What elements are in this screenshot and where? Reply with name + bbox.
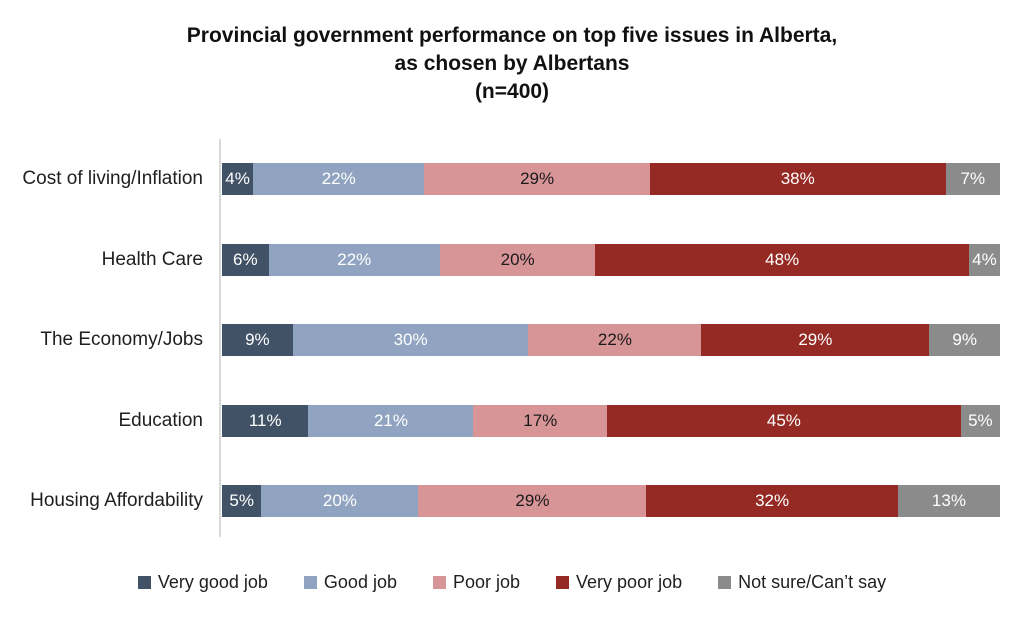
stacked-bar: 11% 21% 17% 45% 5% xyxy=(222,404,1000,437)
chart-title: Provincial government performance on top… xyxy=(0,22,1024,106)
legend: Very good job Good job Poor job Very poor j… xyxy=(0,572,1024,593)
segment-value-label: 29% xyxy=(798,330,833,349)
legend-swatch xyxy=(556,576,570,589)
category-label: Housing Affordability xyxy=(30,490,203,511)
category-label: Education xyxy=(118,409,203,431)
category-label: Cost of living/Inflation xyxy=(22,168,203,189)
category-label: The Economy/Jobs xyxy=(40,329,203,350)
segment-value-label: 21% xyxy=(373,410,408,430)
legend-label: Good job xyxy=(323,572,397,592)
bar-segment: 38% xyxy=(649,163,946,195)
bar-segment: 20% xyxy=(261,485,419,517)
bar-segment: 29% xyxy=(424,163,650,195)
bar-segment: 29% xyxy=(701,324,930,356)
bar-row: The Economy/Jobs 9% 30% 22% 29% 9% xyxy=(0,324,1024,356)
segment-value-label: 29% xyxy=(515,491,550,510)
bar-row: Education 11% 21% 17% 45% 5% xyxy=(0,404,1024,437)
segment-value-label: 20% xyxy=(500,249,535,269)
bar-segment: 20% xyxy=(439,243,596,276)
segment-value-label: 13% xyxy=(931,491,966,510)
plot-area: Cost of living/Inflation 4% 22% 29% 38% 7% Hea… xyxy=(0,163,1024,517)
bar-segment: 48% xyxy=(595,243,969,276)
segment-value-label: 32% xyxy=(755,491,790,510)
bar-segment: 22% xyxy=(268,243,440,276)
legend-swatch xyxy=(303,576,317,589)
segment-value-label: 9% xyxy=(245,330,270,349)
legend-swatch xyxy=(137,576,151,589)
legend-item: Not sure/Can’t say xyxy=(718,572,886,593)
legend-item: Very poor job xyxy=(556,572,682,593)
bar-segment: 21% xyxy=(308,404,474,437)
bar-segment: 22% xyxy=(253,163,425,195)
chart-title-line-1: Provincial government performance on top… xyxy=(186,24,838,47)
bar-row: Housing Affordability 5% 20% 29% 32% 13% xyxy=(0,485,1024,517)
segment-value-label: 22% xyxy=(321,169,356,188)
bar-segment: 5% xyxy=(222,485,262,517)
bar-segment: 22% xyxy=(528,324,702,356)
legend-label: Not sure/Can’t say xyxy=(738,572,887,592)
legend-label: Poor job xyxy=(452,572,521,592)
bar-segment: 11% xyxy=(222,404,309,437)
stacked-bar: 9% 30% 22% 29% 9% xyxy=(222,324,1001,356)
segment-value-label: 11% xyxy=(248,410,282,430)
category-label: Health Care xyxy=(101,248,203,270)
segment-value-label: 9% xyxy=(952,330,977,349)
bar-segment: 45% xyxy=(607,404,961,437)
segment-value-label: 45% xyxy=(766,410,801,430)
segment-value-label: 30% xyxy=(393,330,428,349)
bar-segment: 5% xyxy=(960,404,1000,437)
legend-swatch xyxy=(432,576,446,589)
segment-value-label: 17% xyxy=(523,410,558,430)
segment-value-label: 29% xyxy=(520,169,555,188)
segment-value-label: 4% xyxy=(225,169,250,188)
bar-segment: 29% xyxy=(418,485,647,517)
bar-segment: 13% xyxy=(897,485,1000,517)
legend-item: Poor job xyxy=(432,572,521,593)
segment-value-label: 7% xyxy=(960,169,986,188)
bar-segment: 9% xyxy=(929,324,1001,356)
segment-value-label: 22% xyxy=(597,330,632,349)
segment-value-label: 4% xyxy=(972,249,997,269)
segment-value-label: 6% xyxy=(233,249,258,269)
bar-row: Cost of living/Inflation 4% 22% 29% 38% 7% xyxy=(0,163,1024,195)
stacked-bar: 4% 22% 29% 38% 7% xyxy=(222,163,1000,195)
legend-item: Very good job xyxy=(137,572,268,593)
segment-value-label: 5% xyxy=(968,410,993,430)
legend-label: Very poor job xyxy=(576,572,683,592)
bar-segment: 4% xyxy=(222,163,254,195)
bar-segment: 9% xyxy=(222,324,293,356)
bar-segment: 30% xyxy=(292,324,529,356)
segment-value-label: 22% xyxy=(337,249,372,269)
bar-segment: 6% xyxy=(222,243,269,276)
segment-value-label: 38% xyxy=(780,169,815,188)
bar-segment: 32% xyxy=(646,485,898,517)
chart-title-line-2: as chosen by Albertans xyxy=(394,52,630,75)
legend-item: Good job xyxy=(303,572,397,593)
chart-title-line-3: (n=400) xyxy=(474,80,550,103)
bar-segment: 7% xyxy=(945,163,1000,195)
stacked-bar: 6% 22% 20% 48% 4% xyxy=(222,243,1000,276)
bar-segment: 17% xyxy=(473,404,608,437)
segment-value-label: 5% xyxy=(229,491,254,510)
segment-value-label: 20% xyxy=(322,491,357,510)
legend-swatch xyxy=(718,576,732,589)
stacked-bar: 5% 20% 29% 32% 13% xyxy=(222,485,1000,517)
bar-segment: 4% xyxy=(968,243,1000,276)
bar-row: Health Care 6% 22% 20% 48% 4% xyxy=(0,243,1024,276)
segment-value-label: 48% xyxy=(765,249,800,269)
y-axis-line xyxy=(219,139,221,537)
legend-label: Very good job xyxy=(157,572,268,592)
